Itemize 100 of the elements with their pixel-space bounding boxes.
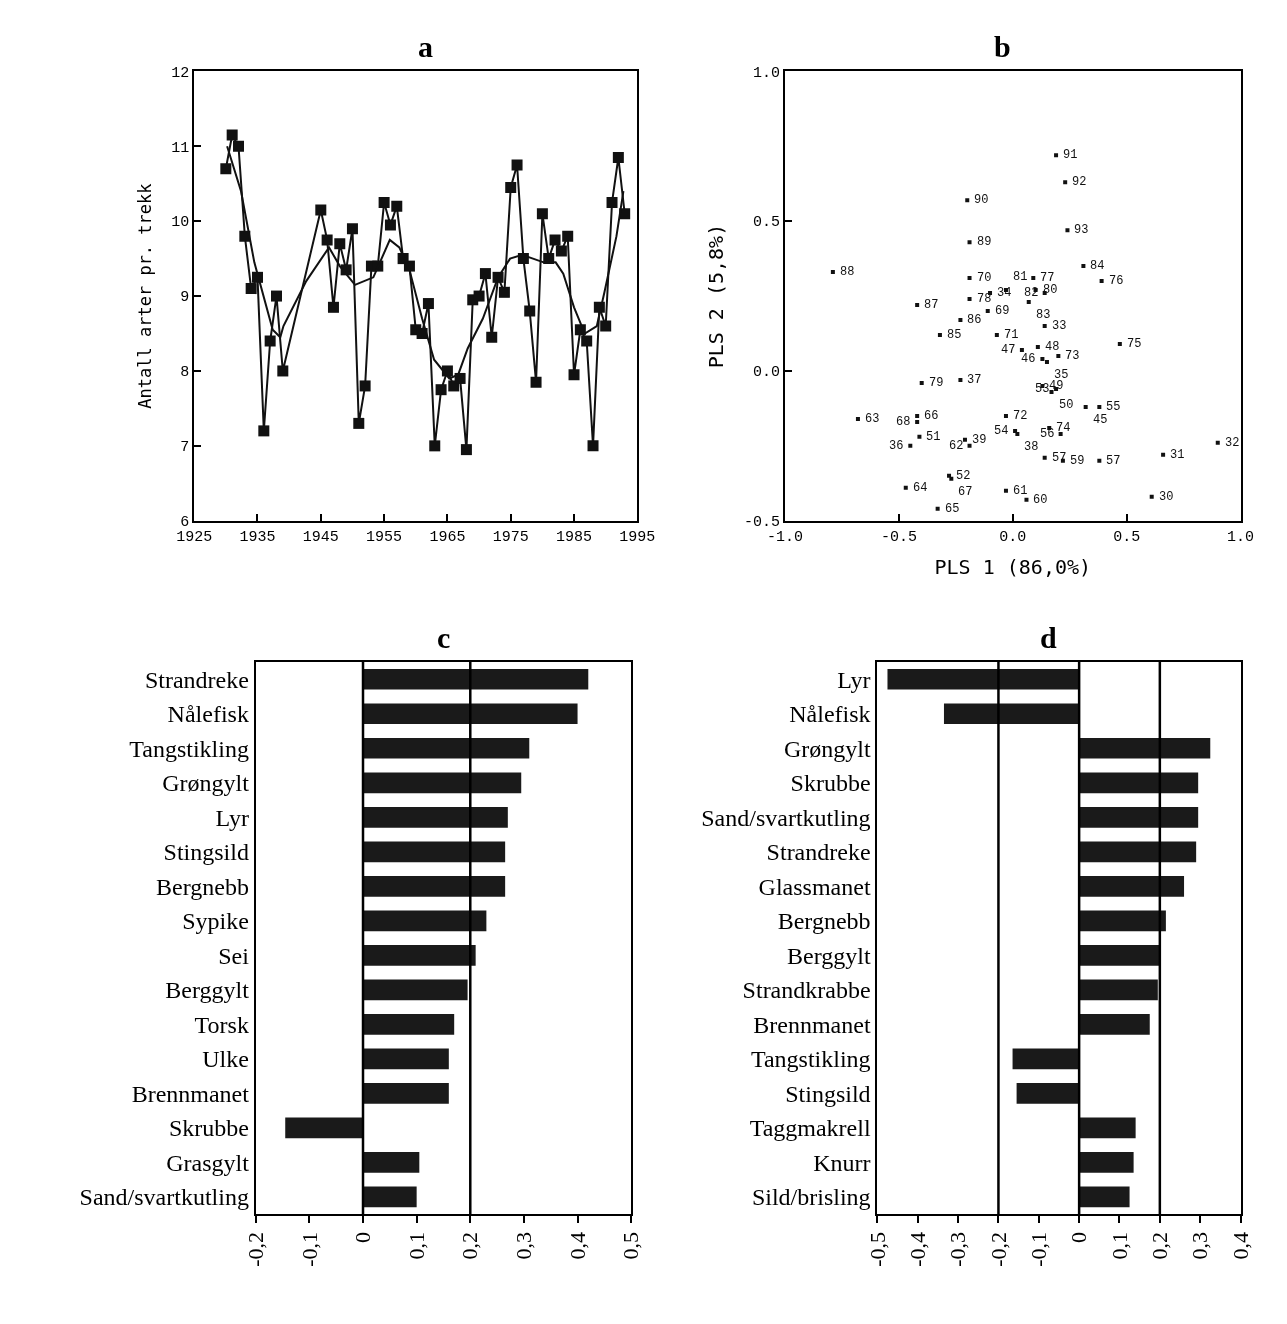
annotation: 77 bbox=[1040, 271, 1055, 285]
annotation: 72 bbox=[1013, 409, 1028, 423]
annotation: 32 bbox=[1225, 436, 1240, 450]
y-tick-label: Brennmanet bbox=[131, 1080, 250, 1107]
y-tick-label: Sei bbox=[218, 942, 250, 969]
y-tick-label: Strandkrabbe bbox=[742, 977, 871, 1004]
annotation: 64 bbox=[913, 481, 928, 495]
y-tick-label: Brennmanet bbox=[753, 1011, 871, 1038]
y-tick-label: Taggmakrell bbox=[749, 1115, 871, 1142]
annotation: 92 bbox=[1072, 175, 1087, 189]
annotation: 36 bbox=[889, 439, 904, 453]
y-tick-label: Sand/svartkutling bbox=[79, 1184, 249, 1211]
x-tick-label: 0.5 bbox=[1113, 528, 1141, 546]
y-tick-label: Nålefisk bbox=[789, 701, 871, 728]
annotation: 84 bbox=[1090, 259, 1105, 273]
y-tick-label: Strandreke bbox=[144, 666, 249, 693]
x-tick-label: 0,4 bbox=[564, 1231, 590, 1260]
annotation: 50 bbox=[1059, 398, 1074, 412]
annotation: 59 bbox=[1070, 454, 1085, 468]
x-tick-label: 1.0 bbox=[1227, 528, 1255, 546]
y-tick-label: Bergnebb bbox=[156, 873, 249, 900]
y-tick-label: Skrubbe bbox=[168, 1115, 249, 1142]
annotation: 48 bbox=[1045, 340, 1060, 354]
y-tick-label: 0.0 bbox=[753, 364, 781, 382]
y-tick-label: Tangstikling bbox=[129, 735, 249, 762]
annotation: 51 bbox=[926, 430, 941, 444]
annotation: 75 bbox=[1127, 337, 1142, 351]
annotation: 88 bbox=[840, 265, 855, 279]
y-tick-label: 0.5 bbox=[753, 214, 781, 232]
y-tick-label: Grasgylt bbox=[166, 1149, 250, 1176]
y-tick-label: Berggylt bbox=[165, 977, 250, 1004]
x-tick-label: 0,2 bbox=[1146, 1231, 1172, 1260]
x-tick-label: 1935 bbox=[239, 528, 276, 546]
x-tick-label: 1995 bbox=[619, 528, 656, 546]
annotation: 63 bbox=[865, 412, 880, 426]
annotation: 76 bbox=[1109, 274, 1124, 288]
y-tick-label: Stingsild bbox=[785, 1080, 871, 1107]
annotation: 89 bbox=[977, 235, 992, 249]
y-tick-label: Knurr bbox=[813, 1149, 871, 1176]
x-tick-label: 0.0 bbox=[999, 528, 1027, 546]
y-tick-label: Tangstikling bbox=[750, 1046, 871, 1073]
annotation: 61 bbox=[1013, 484, 1028, 498]
y-tick-label: Sand/svartkutling bbox=[701, 804, 871, 831]
annotation: 62 bbox=[949, 439, 964, 453]
x-tick-label: 0,1 bbox=[1106, 1231, 1132, 1260]
annotation: 67 bbox=[958, 485, 973, 499]
y-tick-label: 1.0 bbox=[753, 64, 781, 82]
annotation: 52 bbox=[956, 469, 971, 483]
annotation: 55 bbox=[1106, 400, 1121, 414]
annotation: 57 bbox=[1106, 454, 1121, 468]
annotation: 39 bbox=[972, 433, 987, 447]
annotation: 31 bbox=[1170, 448, 1185, 462]
annotation: 47 bbox=[1001, 343, 1016, 357]
x-tick-label: 1955 bbox=[366, 528, 403, 546]
annotation: 80 bbox=[1043, 283, 1058, 297]
y-tick-label: Glassmanet bbox=[758, 873, 871, 900]
x-tick-label: -0.5 bbox=[880, 528, 917, 546]
x-tick-label: 1985 bbox=[556, 528, 593, 546]
annotation: 66 bbox=[924, 409, 939, 423]
x-tick-label: 0,3 bbox=[511, 1231, 537, 1260]
y-tick-label: 9 bbox=[180, 289, 190, 307]
chart-title: c bbox=[437, 621, 451, 654]
x-tick-label: 0,5 bbox=[618, 1231, 644, 1260]
chart-title: d bbox=[1040, 621, 1057, 654]
annotation: 81 bbox=[1013, 270, 1028, 284]
annotation: 73 bbox=[1065, 349, 1080, 363]
annotation: 86 bbox=[967, 313, 982, 327]
x-tick-label: -0,2 bbox=[985, 1231, 1011, 1267]
y-tick-label: 11 bbox=[171, 139, 190, 157]
y-axis-title: PLS 2 (5,8%) bbox=[704, 223, 729, 369]
annotation: 91 bbox=[1063, 148, 1078, 162]
y-tick-label: Grøngylt bbox=[783, 735, 871, 762]
annotation: 79 bbox=[929, 376, 944, 390]
y-tick-label: Stingsild bbox=[163, 839, 249, 866]
x-tick-label: 0,1 bbox=[403, 1231, 429, 1260]
y-tick-label: Lyr bbox=[837, 666, 871, 693]
x-tick-label: 0,2 bbox=[457, 1231, 483, 1260]
x-tick-label: -0,1 bbox=[1025, 1231, 1051, 1267]
x-tick-label: -0,4 bbox=[904, 1231, 930, 1267]
x-tick-label: -0,2 bbox=[242, 1231, 268, 1267]
y-tick-label: Strandreke bbox=[766, 839, 871, 866]
annotation: 53 bbox=[1035, 382, 1050, 396]
annotation: 49 bbox=[1049, 379, 1064, 393]
annotation: 83 bbox=[1036, 308, 1051, 322]
x-tick-label: 0,3 bbox=[1187, 1231, 1213, 1260]
chart-title: a bbox=[418, 30, 433, 63]
y-tick-label: Ulke bbox=[202, 1046, 249, 1073]
x-tick-label: 0 bbox=[350, 1231, 376, 1243]
y-tick-label: Grøngylt bbox=[162, 770, 250, 797]
annotation: 60 bbox=[1033, 493, 1048, 507]
y-tick-label: Berggylt bbox=[787, 942, 871, 969]
y-tick-label: Torsk bbox=[194, 1011, 249, 1038]
y-tick-label: 8 bbox=[180, 364, 190, 382]
x-tick-label: 0 bbox=[1066, 1231, 1092, 1243]
chart-title: b bbox=[994, 30, 1011, 63]
y-tick-label: 10 bbox=[171, 214, 190, 232]
annotation: 90 bbox=[974, 193, 989, 207]
y-axis-title: Antall arter pr. trekk bbox=[135, 183, 156, 409]
x-axis-title: PLS 1 (86,0%) bbox=[934, 554, 1092, 579]
y-tick-label: Sild/brisling bbox=[751, 1184, 871, 1211]
